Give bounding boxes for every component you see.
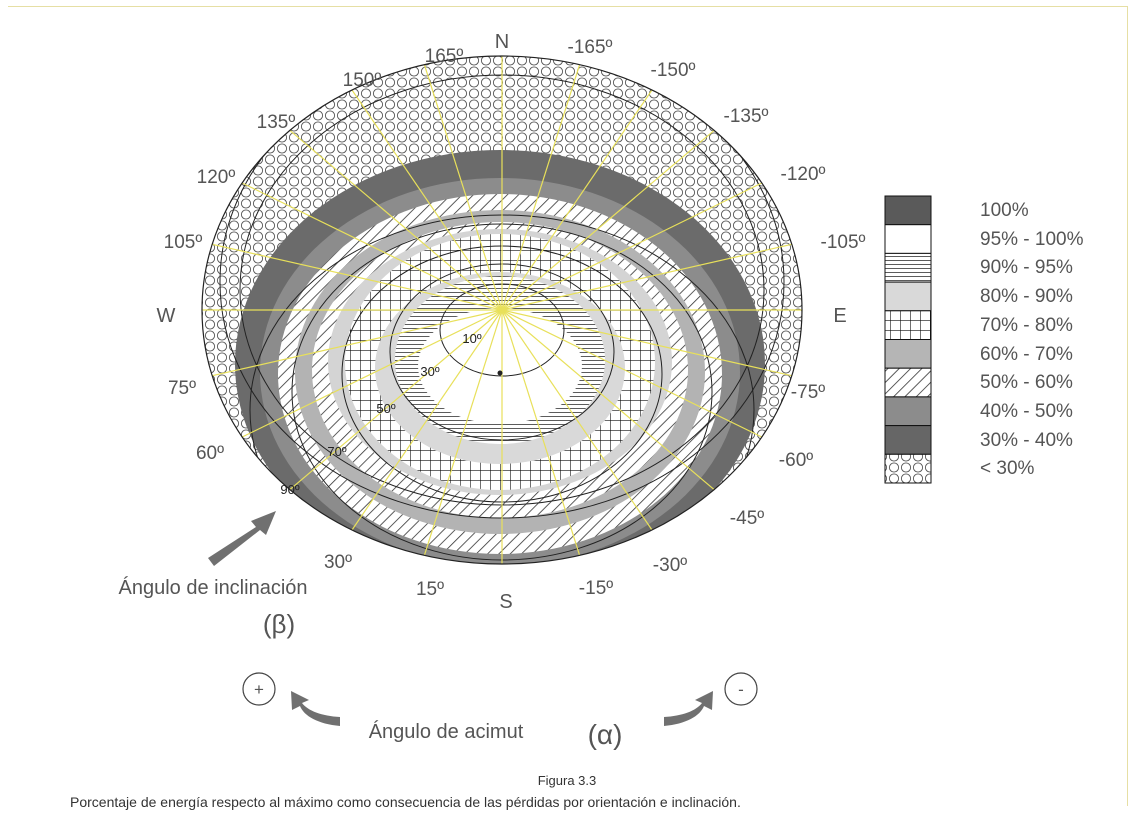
inclination-symbol: (β) [263,609,295,639]
legend-label: 70% - 80% [980,314,1073,336]
azimuth-label: 75º [168,378,196,399]
azimuth-spoke [501,309,763,438]
azimuth-label: -75º [791,382,825,403]
zone-95-100 [418,308,582,424]
azimuth-label: 150º [343,70,382,91]
azimuth-spoke [241,182,503,311]
legend-label: 50% - 60% [980,372,1073,394]
azimuth-spoke [501,309,653,531]
legend-swatch [884,425,932,455]
inclination-arrow-icon [208,511,276,566]
azimuth-label: 120º [197,167,236,188]
figure-number: Figura 3.3 [537,773,597,788]
azimuth-spoke [501,243,792,311]
azimuth-spoke [501,89,653,311]
legend-swatch [884,310,932,340]
azimuth-label: -150º [651,60,696,81]
legend-label: 90% - 95% [980,257,1073,279]
legend-label: 80% - 90% [980,286,1073,308]
azimuth-label: -120º [781,164,826,185]
azimuth-label: -165º [568,37,613,58]
azimuth-arrow-left-icon [291,691,340,726]
legend-swatch [884,339,932,369]
azimuth-symbol: (α) [588,719,623,750]
azimuth-spoke [501,309,792,377]
azimuth-label: 165º [425,46,464,67]
azimuth-label: 105º [164,232,203,253]
legend-swatch [884,252,932,283]
azimuth-label: 15º [416,579,444,600]
azimuth-spoke [351,89,503,311]
tilt-label: 30º [420,364,439,379]
azimuth-spoke [501,64,581,311]
legend-label: 100% [980,200,1029,221]
tilt-label: 90º [280,482,299,497]
legend-swatch [884,224,932,254]
compass-north: N [495,31,509,53]
legend-swatch [884,195,932,226]
minus-sign: - [738,680,744,699]
azimuth-spoke [212,243,503,311]
plus-sign: + [254,680,264,699]
azimuth-spoke [351,309,503,531]
tilt-label: 50º [376,401,395,416]
azimuth-spoke [501,129,715,311]
azimuth-spoke [241,309,503,438]
azimuth-spoke [423,309,503,556]
zenith-dot [497,370,503,376]
legend-label: 30% - 40% [980,429,1073,451]
legend-label: 95% - 100% [980,228,1084,250]
minus-circle-icon [724,672,758,706]
tilt-label: 70º [327,444,346,459]
tilt-labels: 10º 30º 50º 70º 90º [280,331,481,497]
legend-swatch [884,453,932,484]
azimuth-spoke [501,309,715,491]
legend-label: < 30% [980,458,1035,480]
azimuth-arrow-right-icon [664,691,713,726]
azimuth-label: 60º [196,443,224,464]
azimuth-label: -105º [821,232,866,253]
legend-swatch [884,281,932,312]
compass-south: S [499,591,512,613]
azimuth-label: 135º [257,112,296,133]
azimuth-spokes [202,56,802,564]
compass-east: E [833,305,846,327]
inclination-label: Ángulo de inclinación [118,576,307,599]
azimuth-spoke [289,309,503,491]
plus-circle-icon [242,672,276,706]
horizon-outline [201,55,803,565]
azimuth-spoke [212,309,503,377]
azimuth-labels: 165º -165º 150º -150º 135º -135º 120º -1… [164,37,866,600]
compass-west: W [157,305,176,327]
azimuth-spoke [423,64,503,311]
tilt-label: 10º [462,331,481,346]
azimuth-label: -45º [730,508,764,529]
legend-label: 40% - 50% [980,400,1073,422]
azimuth-label: -135º [724,106,769,127]
legend-swatch [884,396,932,427]
azimuth-label: 30º [324,552,352,573]
legend-label: 60% - 70% [980,343,1073,365]
azimuth-spoke [501,309,581,556]
azimuth-label: -30º [653,555,687,576]
azimuth-spoke [501,182,763,311]
azimuth-label: -60º [779,450,813,471]
azimuth-spoke [289,129,503,311]
figure-description: Porcentaje de energía respecto al máximo… [70,794,741,810]
azimuth-label-text: Ángulo de acimut [369,720,524,743]
legend-swatch [884,367,932,398]
figure-frame [8,6,1128,806]
azimuth-label: -15º [579,578,613,599]
